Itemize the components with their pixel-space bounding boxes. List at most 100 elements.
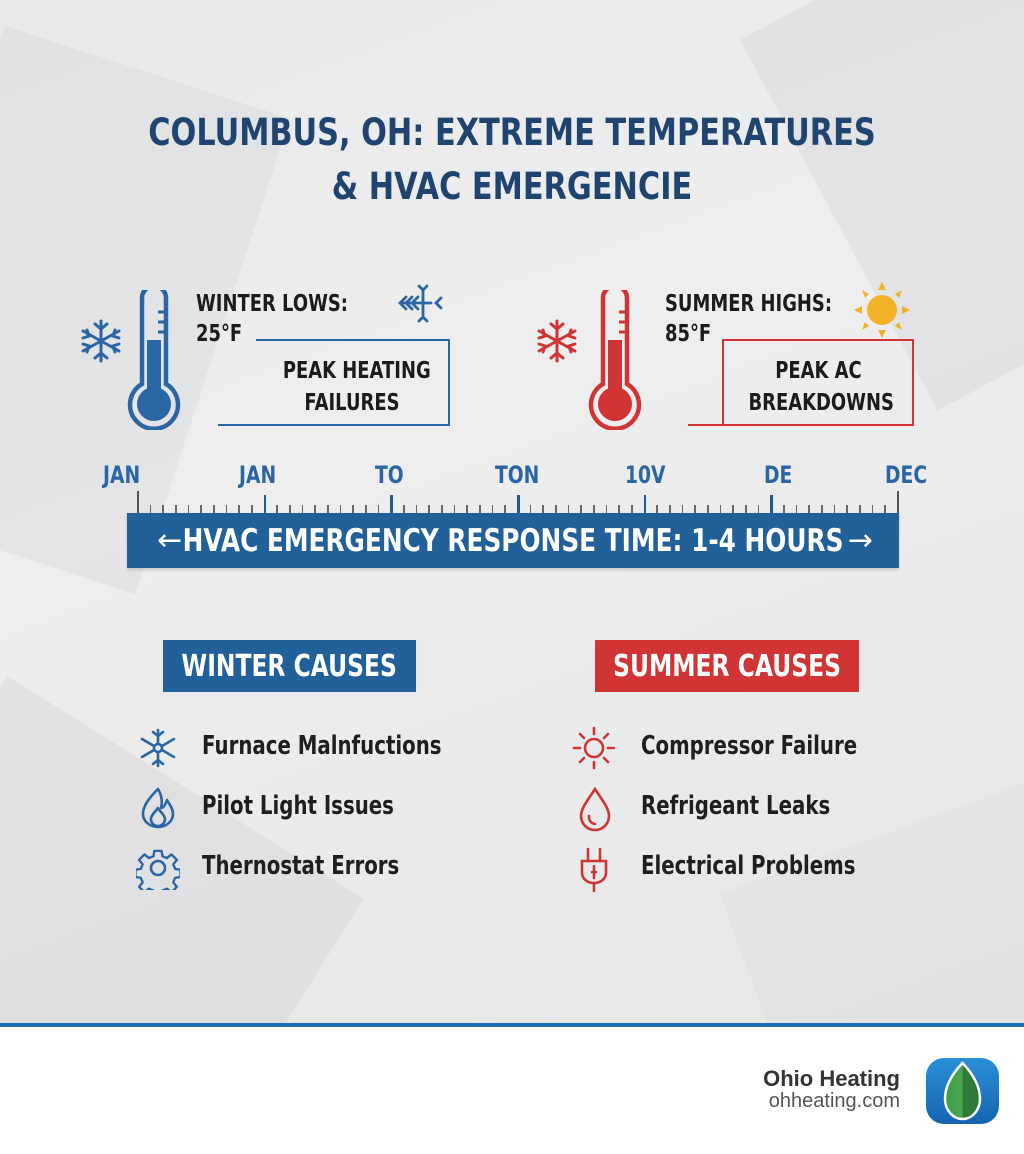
- leaf-icon: [926, 1058, 999, 1124]
- title-line-1: COLUMBUS, OH: EXTREME TEMPERATURES: [148, 111, 876, 154]
- winter-causes-header: WINTER CAUSES: [163, 640, 416, 692]
- timeline-tick: [605, 505, 608, 513]
- timeline-tick: [339, 505, 342, 513]
- timeline-tick: [352, 505, 354, 513]
- timeline-tick: [504, 505, 506, 513]
- response-time-text: HVAC EMERGENCY RESPONSE TIME: 1-4 HOURS: [182, 522, 844, 559]
- timeline-tick: [732, 505, 734, 513]
- sun-icon: [854, 282, 910, 338]
- timeline-tick: [377, 505, 380, 513]
- timeline-tick: [187, 505, 190, 513]
- timeline-tick: [669, 505, 671, 513]
- peak-ac-underline: [688, 424, 914, 426]
- timeline-tick: [403, 505, 405, 513]
- title-line-2: & HVAC EMERGENCIE: [331, 165, 693, 208]
- timeline-tick: [567, 505, 570, 513]
- timeline-tick: [301, 505, 304, 513]
- timeline-tick: [795, 505, 798, 513]
- timeline-tick: [466, 505, 468, 513]
- timeline-tick: [618, 505, 620, 513]
- timeline-tick: [238, 505, 240, 513]
- response-time-banner: ← HVAC EMERGENCY RESPONSE TIME: 1-4 HOUR…: [127, 513, 899, 568]
- timeline-tick: [871, 505, 874, 513]
- peak-ac-box: [722, 339, 914, 425]
- timeline-tick: [580, 505, 582, 513]
- peak-heating-box: [256, 339, 450, 425]
- timeline-tick: [213, 505, 215, 513]
- timeline-tick: [783, 505, 785, 513]
- thermometer-icon: [588, 290, 642, 430]
- timeline-tick: [643, 495, 647, 513]
- timeline-tick: [479, 505, 481, 513]
- timeline-tick: [656, 505, 658, 513]
- timeline-tick: [681, 505, 684, 513]
- timeline-tick: [225, 505, 228, 513]
- snowflake-icon: [81, 319, 121, 363]
- flame-icon: [141, 787, 175, 829]
- timeline-tick: [745, 505, 747, 513]
- timeline-tick: [719, 505, 722, 513]
- page-title: COLUMBUS, OH: EXTREME TEMPERATURES & HVA…: [92, 106, 932, 214]
- timeline-tick: [149, 505, 152, 513]
- left-arrow-icon: ←: [157, 523, 183, 558]
- timeline-tick: [276, 505, 278, 513]
- timeline-tick: [314, 505, 316, 513]
- timeline-tick: [365, 505, 367, 513]
- summer-cause-item: Electrical Problems: [641, 851, 856, 881]
- winter-cause-item: Pilot Light Issues: [202, 791, 394, 821]
- brand-url[interactable]: ohheating.com: [768, 1090, 900, 1112]
- timeline-tick: [884, 505, 886, 513]
- timeline-label: TO: [375, 461, 404, 489]
- timeline-label: 10V: [625, 461, 666, 489]
- timeline-tick: [390, 495, 393, 513]
- timeline-tick: [555, 505, 557, 513]
- timeline-label: TON: [495, 461, 540, 489]
- plug-icon: [580, 847, 608, 893]
- timeline-tick: [263, 495, 267, 513]
- snowflake-icon: [140, 728, 176, 768]
- timeline-tick: [757, 505, 760, 513]
- timeline-tick: [694, 505, 696, 513]
- timeline-label: JAN: [239, 461, 277, 489]
- peak-heating-underline: [218, 424, 450, 426]
- timeline-tick: [529, 505, 532, 513]
- peak-ac-label: PEAK AC BREAKDOWNS: [748, 358, 894, 416]
- winter-cause-item: Thernostat Errors: [202, 851, 400, 881]
- summer-cause-item: Refrigeant Leaks: [641, 791, 831, 821]
- timeline-label: JAN: [103, 461, 141, 489]
- right-arrow-icon: →: [847, 523, 873, 558]
- timeline-tick: [137, 491, 139, 513]
- timeline-tick: [491, 505, 494, 513]
- timeline-tick: [415, 505, 418, 513]
- winter-cause-item: Furnace Malnfuctions: [202, 731, 442, 761]
- thermometer-icon: [127, 290, 181, 430]
- timeline-label: DE: [764, 461, 793, 489]
- summer-causes-header: SUMMER CAUSES: [595, 640, 859, 692]
- timeline-tick: [289, 505, 291, 513]
- timeline-tick: [631, 505, 633, 513]
- timeline-tick: [707, 505, 709, 513]
- timeline-tick: [162, 505, 164, 513]
- winter-lows-label: WINTER LOWS:: [196, 291, 348, 317]
- footer: [0, 1027, 1024, 1154]
- timeline-tick: [200, 505, 202, 513]
- brand-name: Ohio Heating: [763, 1066, 900, 1091]
- timeline-tick: [251, 505, 253, 513]
- timeline-tick: [859, 505, 861, 513]
- frost-arrows-icon: [398, 284, 443, 323]
- timeline-tick: [441, 505, 443, 513]
- timeline-tick: [833, 505, 836, 513]
- timeline-tick: [846, 505, 848, 513]
- footer-divider: [0, 1023, 1024, 1027]
- summer-highs-label: SUMMER HIGHS:: [665, 291, 833, 317]
- timeline-tick: [593, 505, 595, 513]
- timeline-tick: [821, 505, 823, 513]
- summer-temp-value: 85°F: [665, 321, 712, 347]
- droplet-icon: [579, 786, 611, 832]
- timeline-tick: [517, 495, 520, 513]
- gear-icon: [136, 849, 180, 890]
- summer-cause-item: Compressor Failure: [641, 731, 858, 761]
- infographic-canvas: COLUMBUS, OH: EXTREME TEMPERATURES & HVA…: [0, 0, 1024, 1026]
- timeline-tick: [542, 505, 544, 513]
- timeline-tick: [808, 505, 810, 513]
